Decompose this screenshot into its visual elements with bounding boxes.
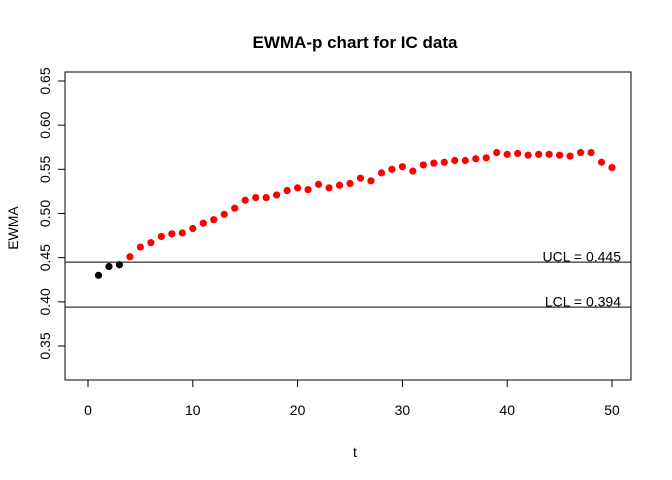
data-point (94, 271, 103, 279)
data-point (587, 148, 595, 157)
data-point (210, 216, 218, 224)
data-point (451, 156, 459, 165)
data-point (252, 194, 260, 202)
data-point (178, 229, 186, 237)
data-point (168, 230, 176, 238)
data-point (493, 148, 501, 157)
y-tick-label: 0.50 (37, 200, 53, 227)
data-point (126, 253, 134, 261)
x-tick-label: 20 (290, 402, 306, 418)
y-tick-label: 0.65 (37, 67, 53, 94)
y-axis: 0.35 0.40 0.45 0.50 0.55 0.60 0.65 (37, 67, 66, 360)
data-point (325, 184, 333, 192)
data-point (409, 167, 417, 175)
data-point (231, 204, 239, 212)
x-tick-label: 0 (84, 402, 92, 418)
data-point (273, 191, 281, 199)
ucl-label: UCL = 0.445 (543, 249, 622, 265)
y-axis-label: EWMA (5, 206, 21, 250)
data-point (136, 243, 144, 251)
data-point (430, 159, 438, 167)
x-tick-label: 50 (604, 402, 620, 418)
data-point (356, 174, 365, 182)
data-points (94, 148, 616, 279)
data-point (189, 224, 197, 233)
lcl-label: LCL = 0.394 (545, 294, 621, 310)
data-point (503, 150, 511, 158)
data-point (472, 155, 480, 163)
x-axis-label: t (353, 444, 357, 460)
data-point (314, 180, 323, 188)
x-tick-label: 10 (185, 402, 201, 418)
data-point (419, 161, 427, 169)
data-point (283, 186, 291, 195)
data-point (556, 151, 564, 159)
data-point (367, 177, 375, 185)
y-tick-label: 0.55 (37, 155, 53, 182)
data-point (335, 181, 344, 189)
data-point (535, 150, 543, 158)
data-point (440, 158, 448, 166)
data-point (157, 232, 165, 241)
data-point (220, 210, 228, 218)
data-point (388, 165, 396, 173)
data-point (294, 184, 302, 192)
data-point (241, 196, 249, 204)
x-tick-label: 40 (499, 402, 515, 418)
data-point (115, 261, 124, 269)
data-point (377, 169, 386, 177)
control-limits: UCL = 0.445 LCL = 0.394 (65, 249, 631, 310)
data-point (398, 163, 406, 171)
chart-title: EWMA-p chart for IC data (253, 33, 458, 52)
data-point (608, 163, 616, 172)
data-point (566, 152, 574, 160)
data-point (199, 219, 207, 227)
y-tick-label: 0.45 (37, 244, 53, 271)
y-tick-label: 0.60 (37, 111, 53, 138)
data-point (576, 148, 585, 157)
data-point (147, 239, 155, 247)
y-tick-label: 0.35 (37, 332, 53, 359)
data-point (482, 154, 490, 162)
data-point (597, 158, 606, 166)
data-point (524, 151, 532, 159)
data-point (346, 179, 354, 188)
data-point (514, 149, 522, 158)
data-point (545, 150, 553, 158)
x-axis: 0 10 20 30 40 50 (84, 379, 620, 418)
data-point (105, 262, 113, 271)
plot-frame (64, 71, 632, 381)
data-point (304, 186, 312, 194)
x-tick-label: 30 (395, 402, 411, 418)
data-point (461, 156, 469, 165)
y-tick-label: 0.40 (37, 288, 53, 315)
data-point (262, 194, 270, 202)
